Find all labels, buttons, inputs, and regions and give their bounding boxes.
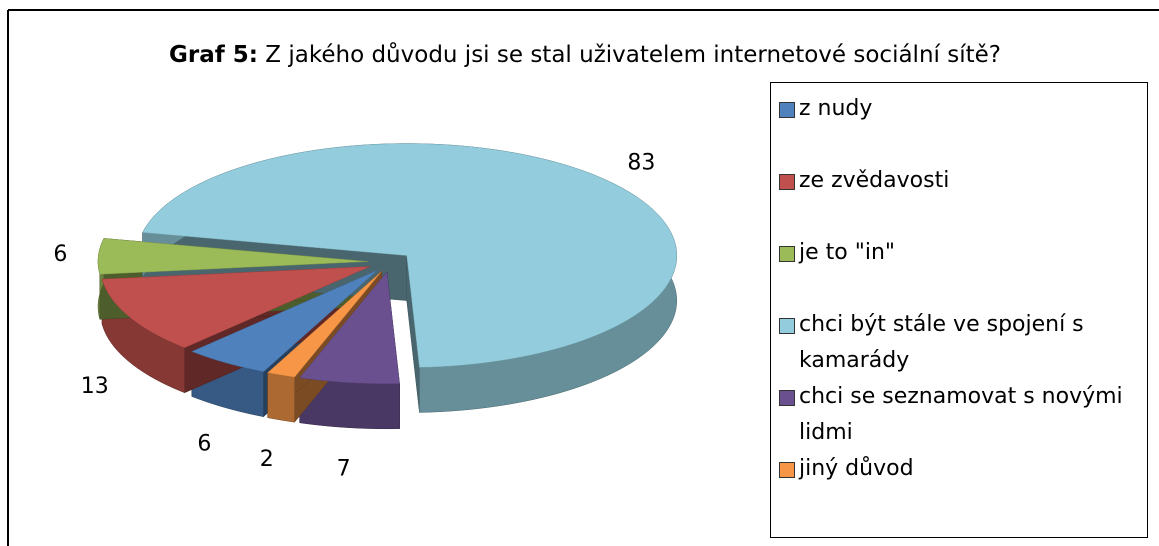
data-label: 13: [81, 374, 109, 399]
data-label: 2: [260, 447, 274, 472]
legend-item: ze zvědavosti: [779, 163, 1147, 199]
data-label: 6: [53, 242, 67, 267]
legend-item: je to "in": [779, 235, 1147, 271]
legend-swatch: [779, 390, 795, 406]
legend: z nudy ze zvědavosti je to "in" chci být st…: [770, 82, 1148, 538]
legend-label: chci se seznamovat s novými lidmi: [799, 384, 1123, 445]
legend-swatch: [779, 102, 795, 118]
legend-swatch: [779, 246, 795, 262]
legend-label: jiný důvod: [799, 456, 914, 481]
pie-wall: [267, 372, 295, 423]
pie-slice: [142, 143, 678, 368]
data-label: 6: [197, 432, 211, 457]
legend-label: ze zvědavosti: [799, 168, 950, 193]
pie-slice: [299, 271, 400, 385]
title-label: Graf 5:: [169, 42, 258, 68]
legend-item: z nudy: [779, 91, 1147, 127]
pie-slice: [191, 269, 378, 372]
data-label: 83: [627, 151, 655, 176]
pie-slice: [267, 270, 382, 378]
pie-slice: [101, 266, 371, 348]
legend-swatch: [779, 462, 795, 478]
data-label: 7: [337, 456, 351, 481]
legend-swatch: [779, 174, 795, 190]
pie-slice: [97, 238, 369, 275]
pie-tops: [97, 143, 678, 385]
legend-swatch: [779, 318, 795, 334]
legend-label: je to "in": [799, 240, 896, 265]
title-text: Z jakého důvodu jsi se stal uživatelem i…: [265, 41, 1001, 68]
legend-label: chci být stále ve spojení s kamarády: [799, 312, 1084, 373]
legend-label: z nudy: [799, 96, 873, 121]
legend-item: jiný důvod: [779, 451, 1147, 487]
legend-item: chci se seznamovat s novými lidmi: [779, 379, 1147, 451]
chart-title: Graf 5: Z jakého důvodu jsi se stal uživ…: [169, 41, 1001, 68]
legend-item: chci být stále ve spojení s kamarády: [779, 307, 1147, 379]
